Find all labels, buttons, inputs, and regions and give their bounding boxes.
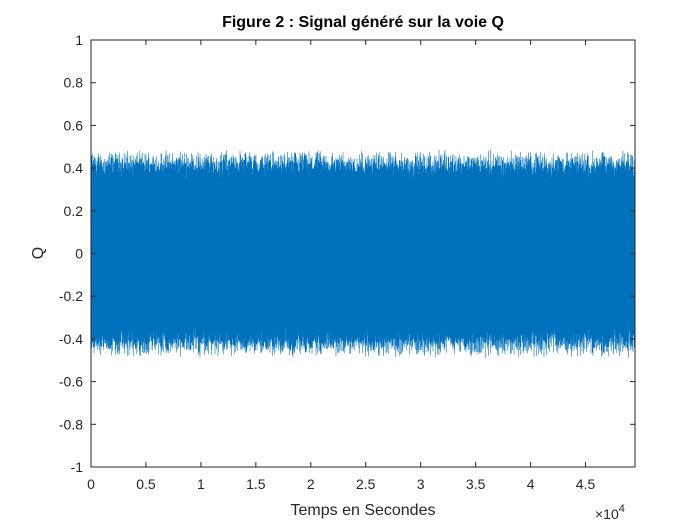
x-tick-label: 4.5: [576, 476, 596, 492]
x-exponent-base: ×10: [595, 506, 619, 522]
x-tick-label: 2: [307, 476, 315, 492]
x-exponent-label: ×104: [595, 503, 625, 522]
y-tick-label: -0.4: [59, 331, 83, 347]
x-tick-label: 0: [87, 476, 95, 492]
x-exponent-power: 4: [619, 503, 625, 515]
y-tick-label: -0.6: [59, 374, 83, 390]
y-tick-label: 0.2: [64, 203, 84, 219]
signal-line: [90, 149, 636, 359]
y-tick-label: -0.8: [59, 416, 83, 432]
y-tick-label: 0.4: [64, 160, 84, 176]
y-tick-label: 0.8: [64, 75, 84, 91]
x-tick-label: 1: [197, 476, 205, 492]
x-tick-label: 0.5: [136, 476, 156, 492]
x-tick-label: 1.5: [246, 476, 266, 492]
x-axis: 0 0.5 1 1.5 2 2.5 3 3.5 4 4.5: [87, 40, 595, 492]
x-tick-label: 2.5: [356, 476, 376, 492]
y-tick-label: 0: [75, 246, 83, 262]
y-tick-label: -0.2: [59, 288, 83, 304]
chart-title: Figure 2 : Signal généré sur la voie Q: [222, 14, 504, 31]
y-tick-label: 1: [75, 32, 83, 48]
y-axis: -1 -0.8 -0.6 -0.4 -0.2 0 0.2 0.4 0.6 0.8 1: [59, 32, 635, 475]
signal-series: [90, 149, 636, 359]
x-tick-label: 4: [527, 476, 535, 492]
x-axis-label: Temps en Secondes: [291, 502, 436, 519]
x-tick-label: 3.5: [466, 476, 486, 492]
y-tick-label: 0.6: [64, 117, 84, 133]
y-tick-label: -1: [71, 459, 84, 475]
y-axis-label: Q: [30, 247, 47, 259]
x-tick-label: 3: [417, 476, 425, 492]
